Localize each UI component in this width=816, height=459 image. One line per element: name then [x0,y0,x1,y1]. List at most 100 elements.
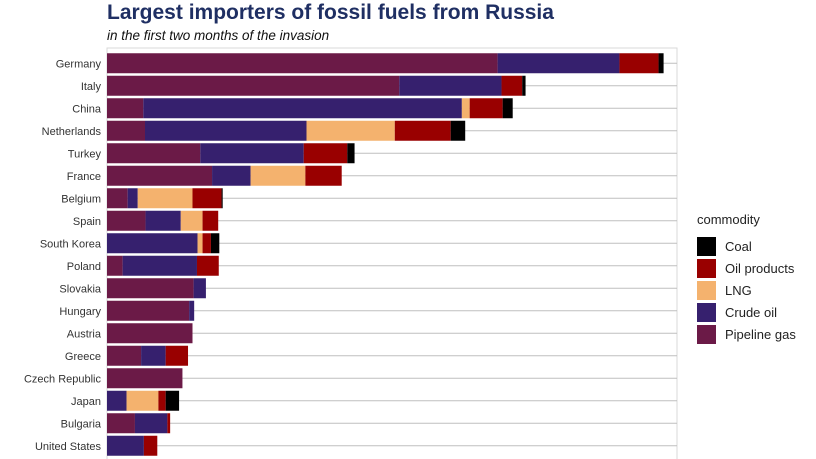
bar-segment [221,188,223,209]
bar-segment [127,188,138,209]
bar-segment [497,53,620,74]
legend-swatch [697,303,716,323]
legend-item: Coal [697,235,796,257]
legend-item: Crude oil [697,302,796,324]
bar-segment [210,233,220,254]
legend-item: Oil products [697,257,796,279]
legend-item: LNG [697,279,796,301]
bar-segment [450,120,466,141]
bar-segment [303,143,348,164]
bar-segment [212,165,251,186]
legend-label: Pipeline gas [725,327,796,343]
category-label: Turkey [68,148,102,160]
category-label: Hungary [59,306,101,318]
category-label: South Korea [40,238,102,250]
bar-segment [250,165,306,186]
bar-segment [107,435,144,456]
bar-segment [196,255,219,276]
bar-segment [305,165,342,186]
bar-segment [165,390,180,411]
category-label: United States [35,441,102,453]
category-label: Netherlands [42,126,102,138]
legend-items: Coal Oil products LNG Crude oil Pipeline gas [697,235,796,346]
category-label: Spain [73,216,101,228]
category-label: France [67,171,101,183]
category-label: Japan [71,396,101,408]
category-label: Belgium [61,193,101,205]
bar-segment [107,413,135,434]
bar-segment [501,75,523,96]
bar-segment [107,255,123,276]
bar-segment [107,278,194,299]
bar-segment [658,53,664,74]
bar-segment [107,390,127,411]
bar-segment [180,210,203,231]
bar-segment [122,255,197,276]
bar-segment [143,98,462,119]
bar-segment [399,75,502,96]
bar-segment [107,368,183,389]
bar-segment [200,143,304,164]
bar-segment [134,413,168,434]
bar-segment [461,98,470,119]
bar-segment [347,143,355,164]
bar-segment [107,53,498,74]
legend-swatch [697,325,716,345]
bar-segment [107,323,193,344]
bar-segment [619,53,659,74]
bar-segment [107,75,400,96]
bar-segment [165,345,189,366]
category-label: Czech Republic [24,373,102,385]
legend-title: commodity [697,212,760,227]
legend-swatch [697,236,716,256]
bar-segment [469,98,503,119]
bar-segment [197,233,203,254]
bar-segment [145,210,181,231]
category-label: Bulgaria [61,418,102,430]
category-label: Italy [81,81,102,93]
legend-swatch [697,258,716,278]
bar-segment [126,390,159,411]
bar-segment [167,413,171,434]
category-label: China [72,103,102,115]
category-label: Poland [67,261,101,273]
bar-segment [141,345,166,366]
bar-segment [394,120,451,141]
bar-segment [107,188,128,209]
bar-segment [107,210,146,231]
legend-label: Crude oil [725,305,778,321]
bar-segment [202,210,219,231]
bar-segment [107,98,144,119]
bar-segment [143,435,158,456]
category-label: Greece [65,351,101,363]
bar-segment [158,390,166,411]
category-label: Slovakia [59,283,101,295]
chart-subtitle: in the first two months of the invasion [107,28,330,43]
plot-panel [106,47,678,459]
bar-segment [189,300,195,321]
legend-label: Oil products [725,260,795,276]
chart-title: Largest importers of fossil fuels from R… [107,1,554,24]
legend: commodity Coal Oil products LNG Crude oil Pi… [697,212,796,346]
bar-segment [193,278,206,299]
bar-segment [306,120,395,141]
legend-item: Pipeline gas [697,324,796,346]
bar-segment [502,98,513,119]
bar-segment [107,233,198,254]
legend-label: LNG [725,282,752,298]
bar-segment [145,120,307,141]
category-label: Germany [56,58,102,70]
bar-segment [137,188,193,209]
bar-segment [107,345,142,366]
bar-segment [107,165,213,186]
legend-swatch [697,280,716,300]
bar-segment [202,233,211,254]
legend-label: Coal [725,238,752,254]
category-label: Austria [67,328,102,340]
bar-segment [107,143,201,164]
bar-segment [192,188,222,209]
bar-segment [522,75,526,96]
bar-segment [107,300,190,321]
bar-segment [107,120,145,141]
